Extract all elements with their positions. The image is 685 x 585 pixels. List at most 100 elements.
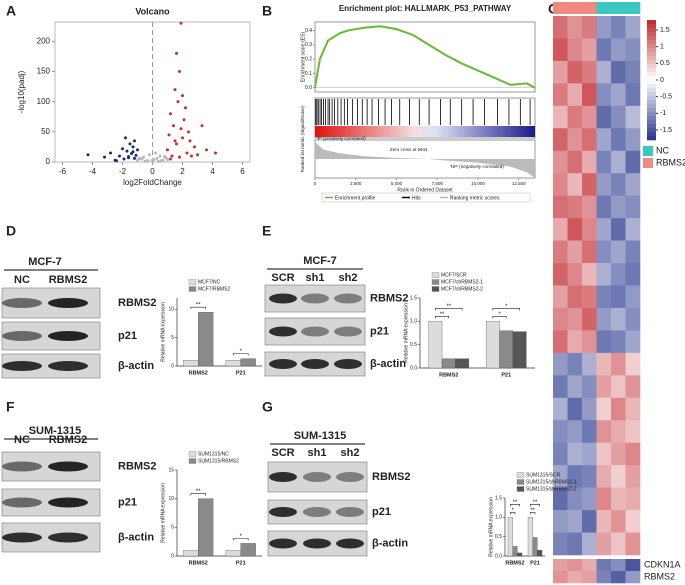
colorbar-tick-label: 1.5 — [660, 27, 670, 34]
es-line — [314, 25, 536, 89]
volcano-point — [175, 51, 178, 55]
volcano-point — [169, 112, 172, 116]
heat-cell — [567, 397, 583, 421]
y-axis-label: Relative mRNA expression — [403, 303, 409, 363]
heat-cell — [611, 571, 626, 584]
colorbar-tick-label: -1 — [660, 110, 666, 117]
heat-cell — [596, 218, 612, 241]
blot-band — [48, 497, 88, 508]
colorbar-step — [647, 124, 656, 129]
group-bar — [553, 2, 568, 14]
x-tick-label: 5,000 — [391, 181, 403, 186]
x-tick-label: RBMS2 — [189, 370, 208, 376]
volcano-point — [128, 142, 132, 146]
heat-cell — [567, 173, 583, 196]
legend-label: MCF7/NC — [198, 279, 221, 285]
x-tick-label: P21 — [530, 560, 540, 566]
volcano-point — [173, 139, 177, 143]
heat-cell — [611, 263, 626, 286]
volcano-point — [178, 69, 181, 73]
x-tick-label: 0 — [314, 181, 317, 186]
heat-cell — [567, 195, 583, 219]
legend-label: Ranking metric scores — [450, 195, 500, 201]
lane-label: sh2 — [341, 447, 360, 459]
sig-label: * — [498, 312, 501, 318]
legend-label: NC — [656, 145, 669, 155]
legend-label: RBMS2 — [656, 157, 685, 167]
x-tick-label: 7,500 — [432, 181, 444, 186]
heat-cell — [625, 38, 641, 62]
colorbar-step — [647, 132, 656, 137]
heat-cell — [582, 330, 597, 354]
heat-cell — [553, 128, 568, 152]
blot-band — [334, 326, 362, 337]
sig-label: ** — [446, 304, 451, 310]
lane-label: SCR — [271, 447, 294, 459]
bar — [198, 312, 214, 367]
volcano-point — [190, 154, 193, 158]
x-tick-label: RBMS2 — [189, 560, 208, 566]
blot-band — [336, 472, 364, 482]
es-frame — [314, 21, 536, 93]
heat-cell — [567, 487, 583, 511]
heat-cell — [611, 330, 626, 354]
legend-swatch — [516, 486, 525, 492]
volcano-point — [179, 127, 183, 131]
heat-cell — [567, 571, 583, 584]
sig-label: * — [505, 304, 508, 310]
y-tick-label: 5 — [171, 335, 174, 341]
heat-cell — [611, 375, 626, 399]
heat-cell — [553, 420, 568, 444]
heat-cell — [625, 330, 641, 354]
blot-band — [303, 538, 331, 549]
y-tick-label: 0 — [46, 157, 51, 166]
heat-cell — [582, 218, 597, 241]
lane-label: SCR — [271, 272, 294, 284]
x-axis-label: log2FoldChange — [123, 178, 182, 187]
sig-bracket — [492, 308, 520, 311]
sig-bracket — [190, 493, 206, 496]
y-tick-label: 10 — [168, 496, 174, 502]
colorbar-step — [647, 72, 656, 77]
heat-cell — [625, 150, 641, 174]
volcano-point — [157, 159, 160, 163]
volcano-point — [163, 155, 166, 159]
heat-cell — [625, 487, 641, 511]
x-tick-label: RBMS2 — [505, 560, 524, 566]
heat-cell — [625, 128, 641, 152]
legend-label: SUM1315/SCR — [526, 472, 561, 478]
annotation: 'NP' (negatively correlated) — [450, 164, 504, 169]
heat-cell — [611, 195, 626, 219]
heat-cell — [567, 263, 583, 286]
sig-bracket — [530, 504, 540, 507]
heat-cell — [611, 150, 626, 174]
volcano-point — [173, 88, 177, 92]
y-tick-label: 0.3 — [305, 42, 312, 48]
colorbar-step — [647, 92, 656, 97]
legend-box — [321, 192, 531, 203]
heat-cell — [596, 263, 612, 286]
heat-cell — [582, 60, 597, 84]
heat-cell — [596, 352, 612, 376]
colorbar-step — [647, 96, 656, 101]
heat-cell — [611, 128, 626, 152]
heat-cell — [625, 263, 641, 286]
blot-band — [2, 532, 42, 543]
blot-band — [2, 497, 42, 508]
heat-cell — [625, 83, 641, 107]
heat-cell — [596, 510, 612, 533]
colorbar-step — [647, 52, 656, 57]
lane-label: NC — [14, 434, 30, 446]
panel-label: G — [262, 399, 273, 415]
volcano-point — [185, 151, 189, 155]
sig-bracket — [233, 353, 249, 356]
heat-cell — [567, 240, 583, 264]
heat-cell — [625, 105, 641, 129]
volcano-point — [133, 139, 136, 143]
blot-band — [303, 507, 331, 517]
volcano-point — [151, 158, 154, 162]
sig-bracket — [492, 316, 507, 319]
gene-label: RBMS2 — [644, 571, 675, 581]
blot-band — [48, 532, 88, 543]
volcano-point — [193, 145, 196, 149]
